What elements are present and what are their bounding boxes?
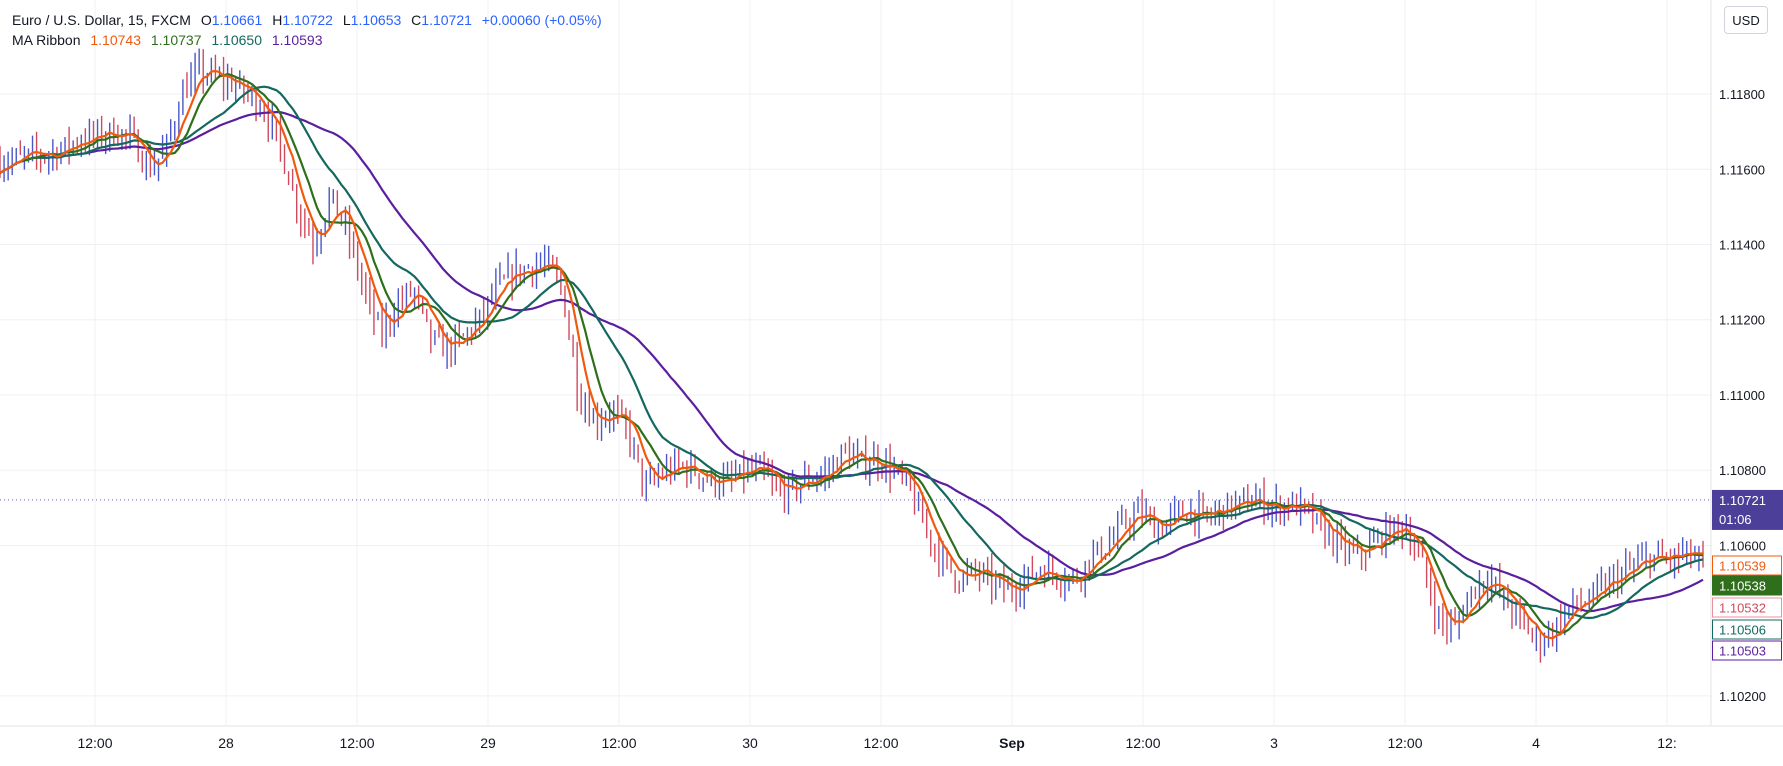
time-tick-label: 28 (218, 735, 234, 751)
ma-line-1 (0, 69, 1703, 640)
ma-value-4: 1.10593 (271, 32, 323, 48)
time-tick-label: 12:00 (1387, 735, 1422, 751)
price-tag-ma1 (1712, 555, 1782, 576)
low-value: 1.10653 (350, 12, 402, 28)
price-tag-value: 1.10532 (1719, 601, 1766, 616)
price-tick-label: 1.11400 (1719, 238, 1765, 253)
ohlc-low: L1.10653 (343, 12, 401, 28)
ma-ribbon-lines (0, 69, 1704, 640)
price-tag-value: 1.10538 (1719, 579, 1766, 594)
ma-value-2: 1.10737 (150, 32, 202, 48)
current-price-value: 1.10721 (1719, 493, 1766, 508)
high-label: H (272, 12, 283, 28)
ma-value-1: 1.10743 (90, 32, 141, 48)
price-tick-label: 1.10200 (1719, 689, 1766, 704)
price-tick-label: 1.10800 (1719, 463, 1766, 478)
time-tick-label: 12:00 (77, 735, 112, 751)
indicator-name[interactable]: MA Ribbon (12, 32, 81, 48)
price-tag-ma3 (1712, 619, 1782, 640)
price-tick-label: 1.10600 (1719, 538, 1766, 553)
price-axis[interactable]: 1.11800 1.11600 1.11400 1.11200 1.11000 1.108… (1719, 87, 1766, 704)
price-tick-label: 1.11600 (1719, 162, 1765, 177)
price-tag-value: 1.10506 (1719, 623, 1766, 638)
change-value: +0.00060 (+0.05%) (481, 12, 602, 28)
price-tag-value: 1.10503 (1719, 644, 1766, 659)
time-tick-label: 12: (1657, 735, 1676, 751)
time-tick-label: 30 (742, 735, 758, 751)
ma-value-3: 1.10650 (211, 32, 262, 48)
time-tick-label: 12:00 (1125, 735, 1160, 751)
indicator-row: MA Ribbon 1.10743 1.10737 1.10650 1.1059… (12, 30, 608, 50)
time-tick-label: 4 (1532, 735, 1540, 751)
open-value: 1.10661 (211, 12, 263, 28)
price-tag-ma2 (1712, 575, 1782, 596)
time-tick-label: 29 (480, 735, 496, 751)
symbol-row: Euro / U.S. Dollar, 15, FXCM O1.10661 H1… (12, 10, 608, 30)
countdown-timer: 01:06 (1719, 512, 1752, 527)
time-tick-label: 12:00 (863, 735, 898, 751)
price-tag-bar_down (1712, 597, 1782, 618)
open-label: O (200, 12, 212, 28)
time-tick-label: Sep (999, 735, 1025, 751)
grid (0, 0, 1711, 726)
price-tick-label: 1.11200 (1719, 313, 1765, 328)
close-label: C (411, 12, 422, 28)
low-label: L (342, 12, 351, 28)
ohlc-high: H1.10722 (272, 12, 333, 28)
current-price-tag (1712, 489, 1783, 530)
time-axis[interactable]: 12:00 28 12:00 29 12:00 30 12:00 Sep 12:00 3 12:00… (77, 735, 1676, 751)
ohlc-open: O1.10661 (201, 12, 263, 28)
price-tick-label: 1.11000 (1719, 388, 1765, 403)
ohlc-close: C1.10721 (411, 12, 472, 28)
time-tick-label: 3 (1270, 735, 1278, 751)
price-tag-value: 1.10539 (1719, 559, 1766, 574)
time-tick-label: 12:00 (601, 735, 636, 751)
ma-line-2 (0, 72, 1704, 635)
close-value: 1.10721 (421, 12, 472, 28)
high-value: 1.10722 (282, 12, 333, 28)
axes[interactable] (0, 0, 1783, 727)
price-tags: 1.10721 01:06 1.10539 1.10538 1.10532 1.10506… (1712, 489, 1783, 661)
price-tick-label: 1.11800 (1719, 87, 1765, 102)
symbol-title[interactable]: Euro / U.S. Dollar, 15, FXCM (12, 12, 191, 28)
price-tag-ma4 (1712, 640, 1782, 661)
currency-button[interactable]: USD (1724, 6, 1768, 34)
time-tick-label: 12:00 (339, 735, 374, 751)
chart-legend: Euro / U.S. Dollar, 15, FXCM O1.10661 H1… (12, 10, 608, 50)
